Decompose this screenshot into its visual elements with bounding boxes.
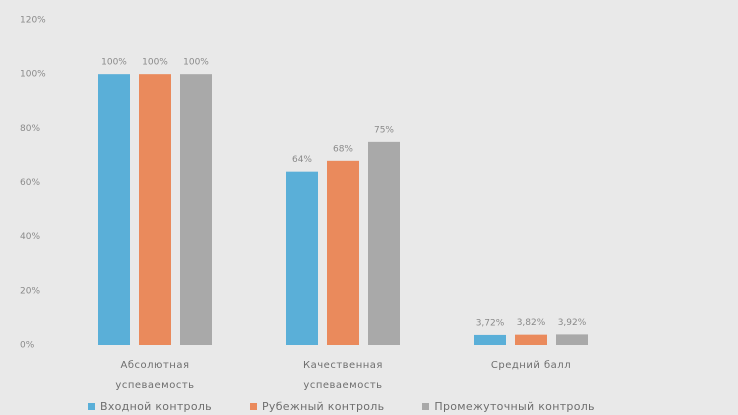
value-label: 3,72% bbox=[476, 318, 505, 328]
value-label: 3,92% bbox=[558, 318, 587, 328]
y-tick-label: 0% bbox=[20, 341, 35, 351]
bar bbox=[368, 141, 400, 345]
value-label: 68% bbox=[333, 144, 353, 154]
legend-item: Входной контроль bbox=[88, 400, 212, 413]
bar bbox=[139, 74, 171, 346]
value-label: 100% bbox=[183, 58, 209, 68]
y-tick-label: 120% bbox=[20, 16, 46, 26]
legend-swatch bbox=[88, 403, 95, 410]
bar bbox=[327, 160, 359, 345]
value-label: 3,82% bbox=[517, 318, 546, 328]
y-tick-label: 80% bbox=[20, 124, 40, 134]
bar bbox=[474, 334, 506, 345]
legend-label: Промежуточный контроль bbox=[434, 400, 595, 413]
value-label: 100% bbox=[142, 58, 168, 68]
legend-label: Входной контроль bbox=[100, 400, 212, 413]
y-tick-label: 20% bbox=[20, 286, 40, 296]
legend-swatch bbox=[422, 403, 430, 410]
bar bbox=[556, 334, 588, 345]
legend-item: Промежуточный контроль bbox=[422, 400, 595, 413]
y-tick-label: 60% bbox=[20, 178, 40, 188]
value-label: 75% bbox=[374, 125, 394, 135]
legend-label: Рубежный контроль bbox=[261, 400, 385, 413]
bar bbox=[515, 334, 547, 345]
bar bbox=[98, 74, 130, 346]
y-tick-label: 100% bbox=[20, 70, 46, 80]
bar bbox=[286, 171, 318, 345]
legend-item: Рубежный контроль bbox=[249, 400, 385, 413]
legend: Входной контроль Рубежный контроль Промежу… bbox=[88, 400, 633, 413]
bar bbox=[180, 74, 212, 346]
value-label: 64% bbox=[292, 155, 312, 165]
x-tick-label: Качественная успеваемость bbox=[303, 360, 383, 391]
value-label: 100% bbox=[101, 58, 127, 68]
x-tick-label: Абсолютная успеваемость bbox=[115, 360, 195, 391]
x-tick-label: Средний балл bbox=[490, 360, 572, 371]
y-tick-label: 40% bbox=[20, 232, 40, 242]
legend-swatch bbox=[249, 403, 257, 410]
